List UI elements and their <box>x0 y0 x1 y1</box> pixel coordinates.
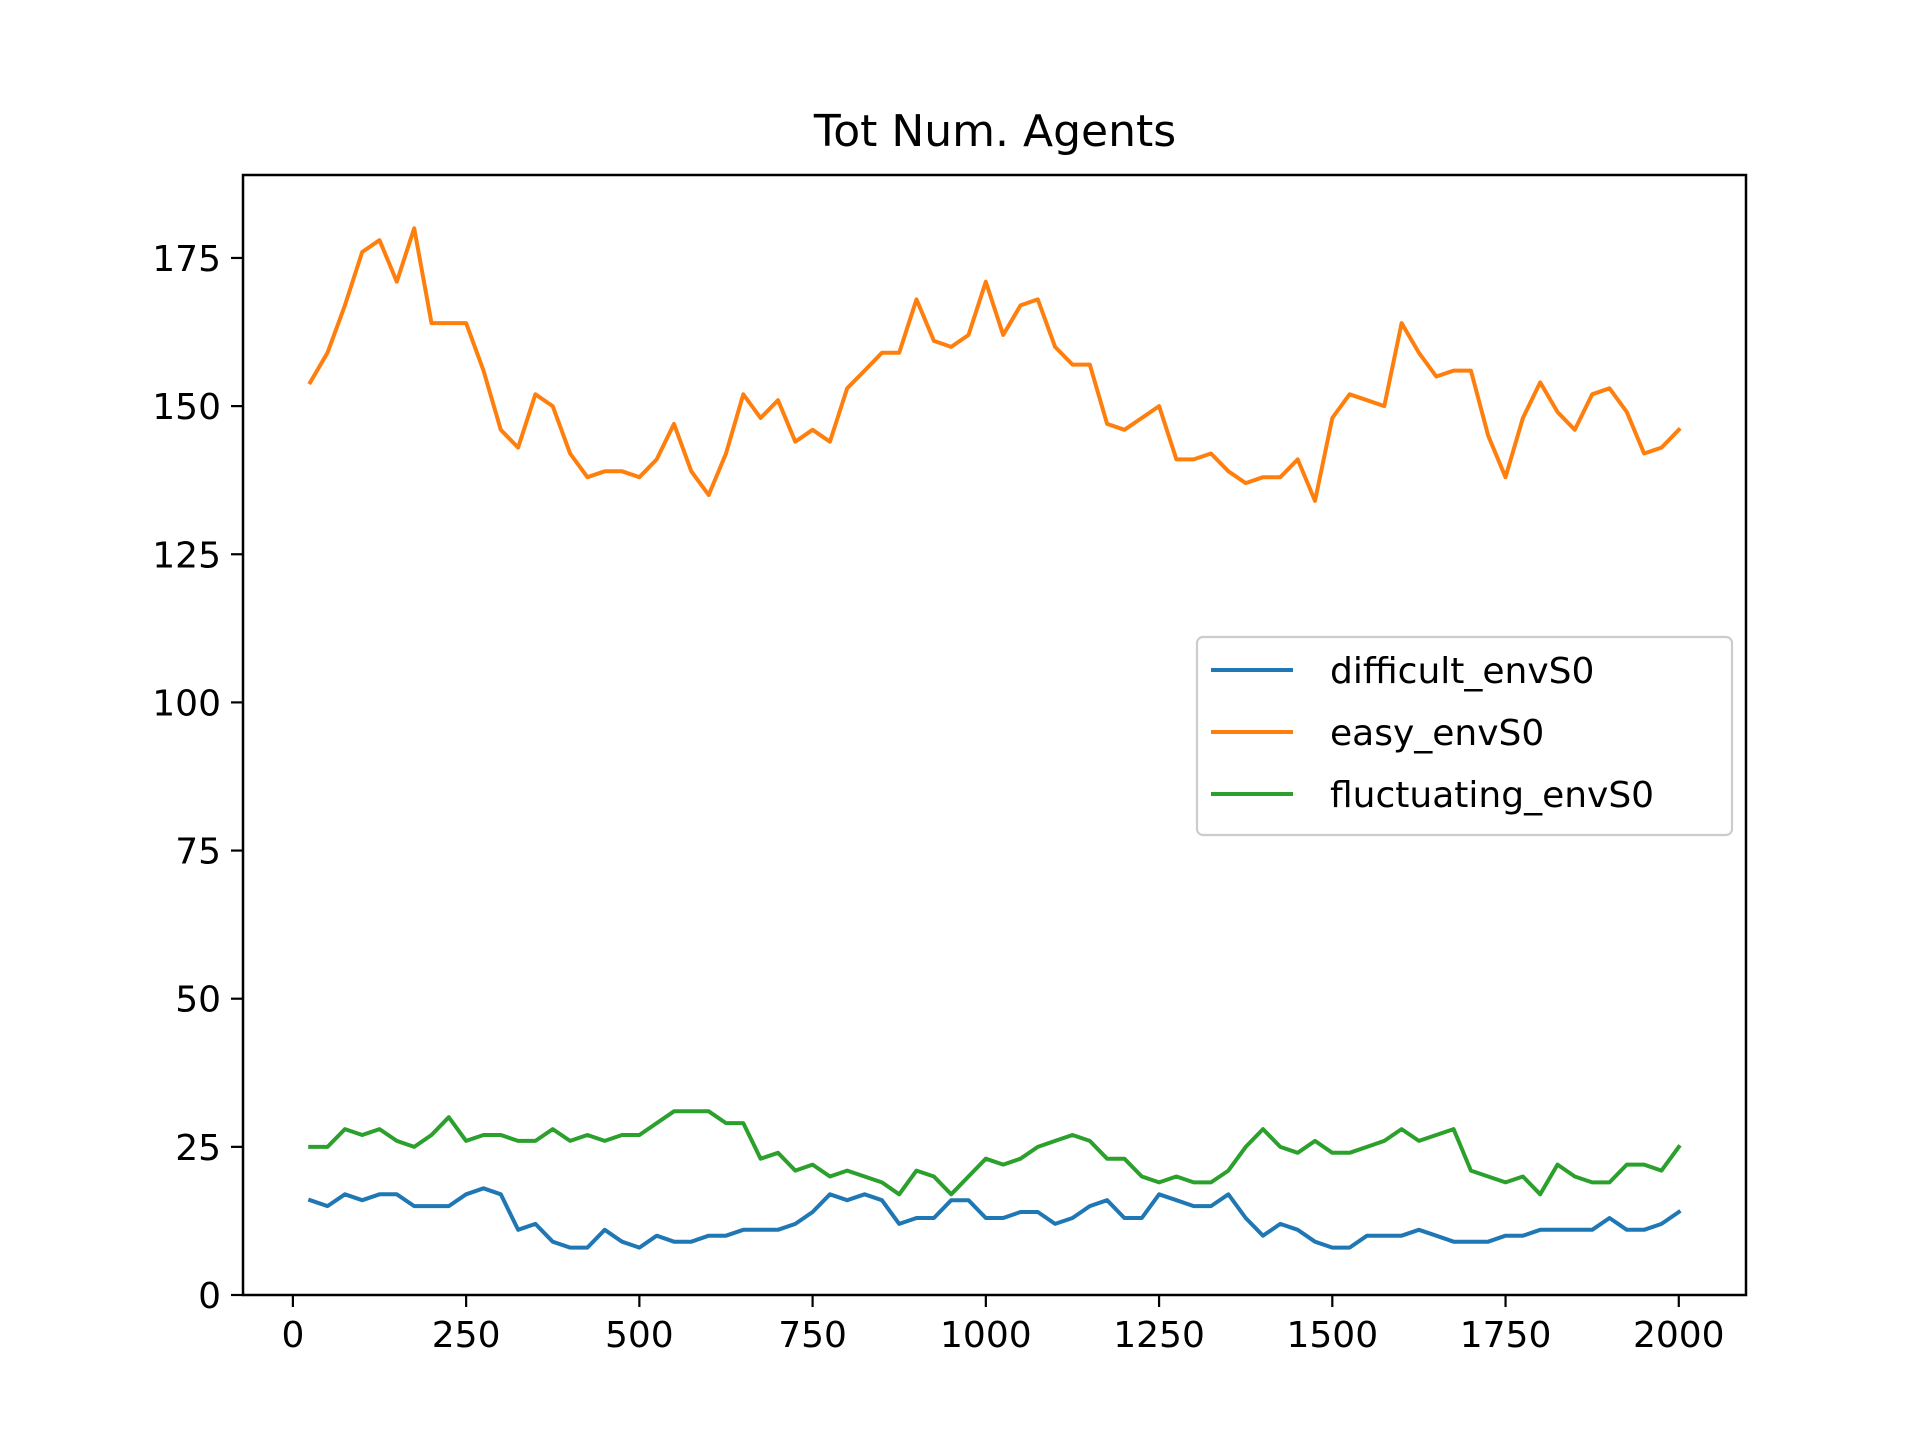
y-tick-label: 150 <box>152 387 221 428</box>
x-tick-label: 1000 <box>940 1315 1032 1356</box>
y-axis: 0 25 50 75 100 125 150 175 <box>152 239 243 1317</box>
x-tick-label: 750 <box>778 1315 847 1356</box>
legend: difficult_envS0 easy_envS0 fluctuating_env… <box>1195 635 1734 837</box>
x-tick-label: 500 <box>605 1315 674 1356</box>
series-layer <box>307 226 1682 1250</box>
y-tick-label: 100 <box>152 683 221 724</box>
y-tick-label: 50 <box>175 980 221 1021</box>
series-line-easy-envs0 <box>307 226 1682 503</box>
chart-title: Tot Num. Agents <box>813 106 1176 157</box>
x-tick-label: 1500 <box>1286 1315 1378 1356</box>
legend-label: fluctuating_envS0 <box>1330 775 1654 816</box>
series-line-difficult-envs0 <box>307 1186 1682 1250</box>
x-axis: 0 250 500 750 1000 1250 1500 1750 2000 <box>281 1295 1725 1356</box>
y-tick-label: 75 <box>175 832 221 873</box>
y-tick-label: 125 <box>152 535 221 576</box>
y-tick-label: 175 <box>152 239 221 280</box>
axes-frame <box>241 173 1748 1297</box>
x-tick-label: 1750 <box>1460 1315 1552 1356</box>
x-tick-label: 1250 <box>1113 1315 1205 1356</box>
x-tick-label: 2000 <box>1633 1315 1725 1356</box>
legend-label: easy_envS0 <box>1330 713 1544 754</box>
legend-box <box>1195 635 1734 837</box>
x-tick-label: 0 <box>281 1315 304 1356</box>
y-tick-label: 25 <box>175 1128 221 1169</box>
legend-label: difficult_envS0 <box>1330 651 1594 692</box>
y-tick-label: 0 <box>198 1276 221 1317</box>
series-line-fluctuating-envs0 <box>308 1109 1682 1197</box>
x-tick-label: 250 <box>432 1315 501 1356</box>
